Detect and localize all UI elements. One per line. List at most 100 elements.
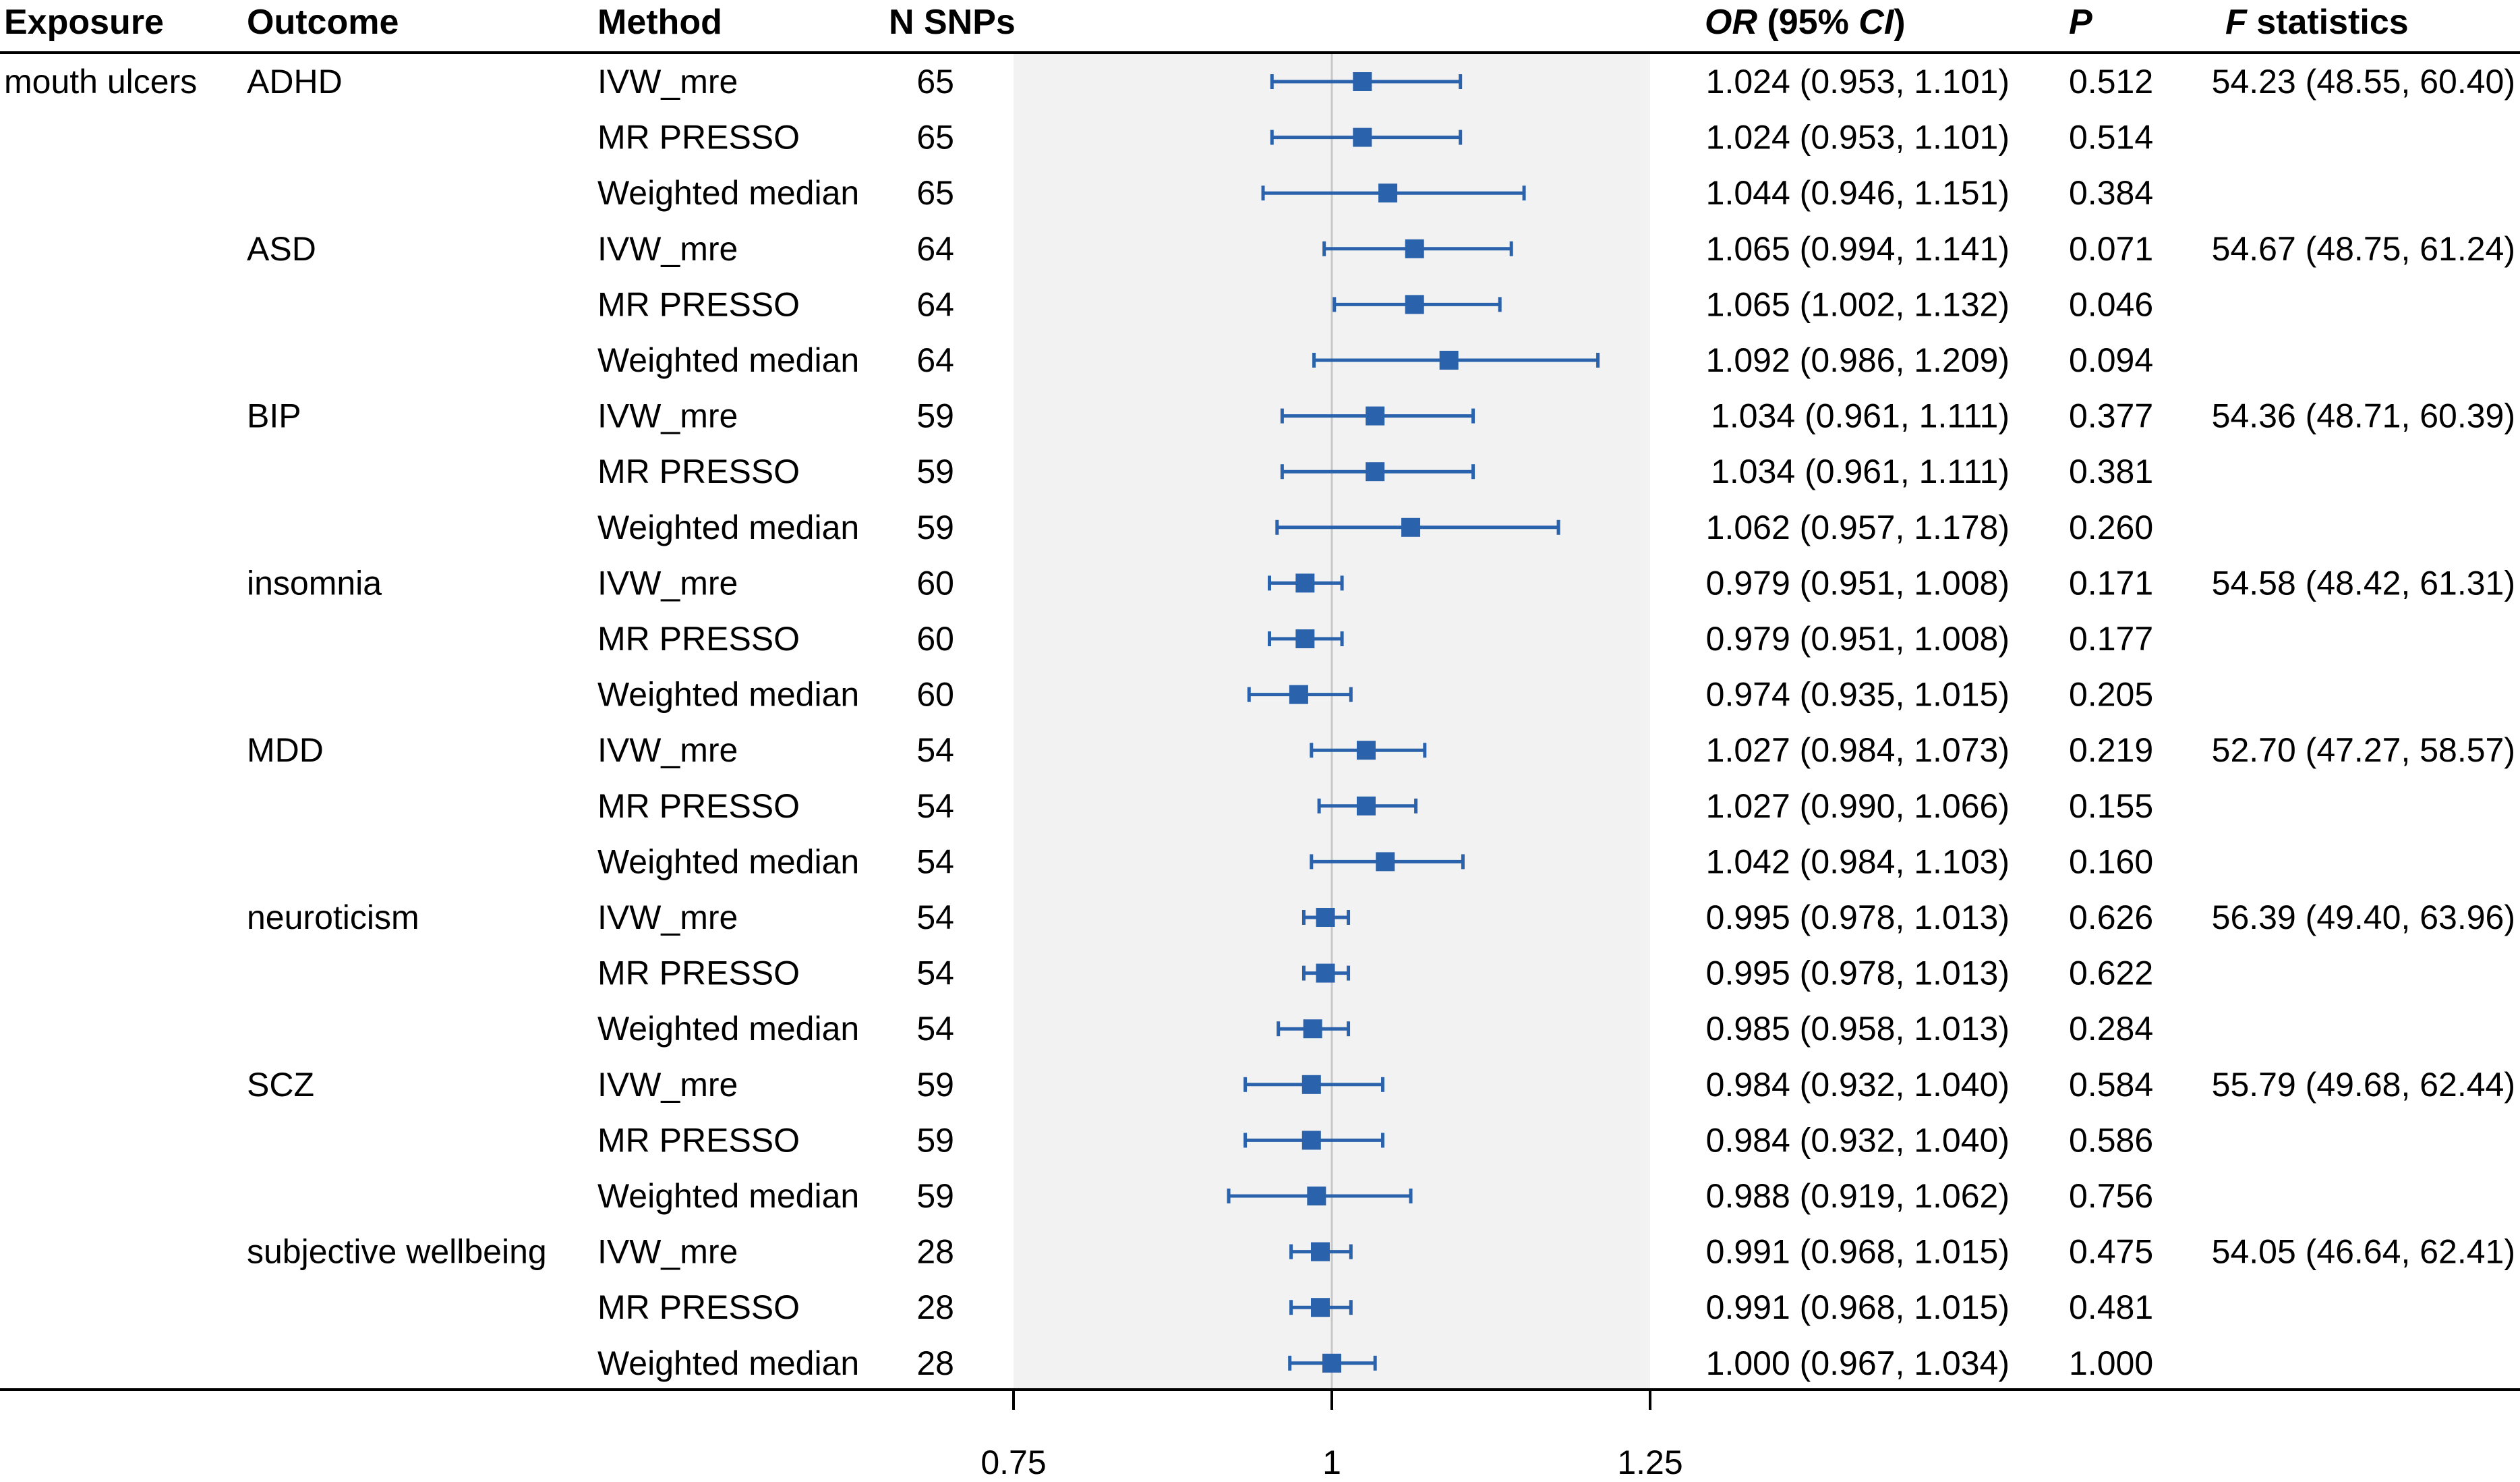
or-ci-value: 1.000 (0.967, 1.034) bbox=[1706, 1344, 2010, 1382]
nsnps-value: 54 bbox=[916, 899, 954, 936]
method-label: MR PRESSO bbox=[597, 453, 800, 490]
outcome-label: ASD bbox=[247, 230, 316, 268]
point-estimate bbox=[1295, 573, 1315, 593]
method-label: Weighted median bbox=[597, 509, 859, 546]
table-row: MR PRESSO 59 0.984 (0.932, 1.040) 0.586 bbox=[597, 1121, 2153, 1159]
header-or-ci: OR (95% CI) bbox=[1705, 3, 1906, 42]
method-label: Weighted median bbox=[597, 1177, 859, 1215]
f-statistic-value: 54.36 (48.71, 60.39) bbox=[2212, 397, 2515, 435]
point-estimate bbox=[1378, 183, 1398, 203]
or-ci-value: 0.979 (0.951, 1.008) bbox=[1706, 564, 2010, 602]
header-or-italic: OR bbox=[1705, 3, 1757, 42]
nsnps-value: 28 bbox=[916, 1233, 954, 1271]
point-estimate bbox=[1405, 239, 1424, 258]
method-label: IVW_mre bbox=[597, 63, 738, 101]
point-estimate bbox=[1322, 1353, 1341, 1373]
nsnps-value: 54 bbox=[916, 954, 954, 992]
header-method: Method bbox=[597, 3, 722, 42]
f-statistic-value: 54.23 (48.55, 60.40) bbox=[2212, 63, 2515, 101]
or-ci-value: 1.042 (0.984, 1.103) bbox=[1706, 843, 2010, 880]
p-value: 0.155 bbox=[2069, 787, 2153, 825]
header-exposure: Exposure bbox=[4, 3, 164, 42]
header-p: P bbox=[2069, 3, 2092, 42]
table-row: Weighted median 59 1.062 (0.957, 1.178) 0.2… bbox=[597, 509, 2153, 546]
point-estimate bbox=[1356, 741, 1376, 760]
point-estimate bbox=[1301, 1131, 1321, 1150]
f-statistic-value: 55.79 (49.68, 62.44) bbox=[2212, 1066, 2515, 1104]
x-tick-label: 0.75 bbox=[980, 1444, 1046, 1481]
or-ci-value: 0.984 (0.932, 1.040) bbox=[1706, 1121, 2010, 1159]
p-value: 1.000 bbox=[2069, 1344, 2153, 1382]
or-ci-value: 1.065 (0.994, 1.141) bbox=[1706, 230, 2010, 268]
or-ci-value: 1.024 (0.953, 1.101) bbox=[1706, 63, 2010, 101]
table-row: BIP IVW_mre 59 1.034 (0.961, 1.111) 0.377 54.… bbox=[247, 397, 2515, 435]
or-ci-value: 0.984 (0.932, 1.040) bbox=[1706, 1066, 2010, 1104]
exposure-label: mouth ulcers bbox=[4, 63, 197, 101]
p-value: 0.514 bbox=[2069, 119, 2153, 156]
rows-layer: ADHD IVW_mre 65 1.024 (0.953, 1.101) 0.512 54… bbox=[247, 63, 2515, 1382]
table-row: MR PRESSO 59 1.034 (0.961, 1.111) 0.381 bbox=[597, 453, 2153, 490]
p-value: 0.622 bbox=[2069, 954, 2153, 992]
nsnps-value: 64 bbox=[916, 285, 954, 323]
point-estimate bbox=[1401, 517, 1421, 537]
x-tick-label: 1.25 bbox=[1617, 1444, 1682, 1481]
method-label: IVW_mre bbox=[597, 230, 738, 268]
outcome-label: BIP bbox=[247, 397, 301, 435]
method-label: MR PRESSO bbox=[597, 787, 800, 825]
table-row: Weighted median 65 1.044 (0.946, 1.151) 0.3… bbox=[597, 174, 2153, 212]
p-value: 0.475 bbox=[2069, 1233, 2153, 1271]
method-label: Weighted median bbox=[597, 676, 859, 714]
nsnps-value: 64 bbox=[916, 230, 954, 268]
or-ci-value: 1.092 (0.986, 1.209) bbox=[1706, 341, 2010, 379]
method-label: IVW_mre bbox=[597, 564, 738, 602]
nsnps-value: 28 bbox=[916, 1288, 954, 1326]
or-ci-value: 1.027 (0.990, 1.066) bbox=[1706, 787, 2010, 825]
nsnps-value: 64 bbox=[916, 341, 954, 379]
outcome-label: MDD bbox=[247, 731, 324, 769]
method-label: MR PRESSO bbox=[597, 954, 800, 992]
nsnps-value: 60 bbox=[916, 564, 954, 602]
or-ci-value: 0.979 (0.951, 1.008) bbox=[1706, 620, 2010, 658]
table-row: MR PRESSO 64 1.065 (1.002, 1.132) 0.046 bbox=[597, 285, 2153, 323]
point-estimate bbox=[1366, 406, 1385, 426]
p-value: 0.626 bbox=[2069, 899, 2153, 936]
p-value: 0.512 bbox=[2069, 63, 2153, 101]
table-row: MR PRESSO 65 1.024 (0.953, 1.101) 0.514 bbox=[597, 119, 2153, 156]
table-row: Weighted median 59 0.988 (0.919, 1.062) 0.7… bbox=[597, 1177, 2153, 1215]
p-value: 0.284 bbox=[2069, 1010, 2153, 1048]
p-value: 0.205 bbox=[2069, 676, 2153, 714]
point-estimate bbox=[1366, 462, 1385, 482]
x-axis: 0.75 1 1.25 bbox=[980, 1390, 1683, 1481]
point-estimate bbox=[1316, 963, 1335, 983]
header-outcome: Outcome bbox=[247, 3, 399, 42]
point-estimate bbox=[1311, 1242, 1330, 1261]
nsnps-value: 65 bbox=[916, 63, 954, 101]
nsnps-value: 54 bbox=[916, 731, 954, 769]
nsnps-value: 59 bbox=[916, 1066, 954, 1104]
method-label: MR PRESSO bbox=[597, 620, 800, 658]
nsnps-value: 59 bbox=[916, 509, 954, 546]
method-label: MR PRESSO bbox=[597, 119, 800, 156]
method-label: Weighted median bbox=[597, 174, 859, 212]
table-row: Weighted median 54 0.985 (0.958, 1.013) 0.2… bbox=[597, 1010, 2153, 1048]
method-label: Weighted median bbox=[597, 341, 859, 379]
p-value: 0.586 bbox=[2069, 1121, 2153, 1159]
header-nsnps: N SNPs bbox=[889, 3, 1016, 42]
nsnps-value: 65 bbox=[916, 119, 954, 156]
outcome-label: subjective wellbeing bbox=[247, 1233, 547, 1271]
or-ci-value: 1.062 (0.957, 1.178) bbox=[1706, 509, 2010, 546]
outcome-label: insomnia bbox=[247, 564, 382, 602]
point-estimate bbox=[1356, 796, 1376, 816]
point-estimate bbox=[1405, 295, 1424, 314]
nsnps-value: 59 bbox=[916, 1121, 954, 1159]
header-or-mid: (95% bbox=[1757, 3, 1858, 42]
table-row: MR PRESSO 54 1.027 (0.990, 1.066) 0.155 bbox=[597, 787, 2153, 825]
table-row: ASD IVW_mre 64 1.065 (0.994, 1.141) 0.071 54.… bbox=[247, 230, 2515, 268]
method-label: MR PRESSO bbox=[597, 285, 800, 323]
or-ci-value: 0.974 (0.935, 1.015) bbox=[1706, 676, 2010, 714]
p-value: 0.481 bbox=[2069, 1288, 2153, 1326]
nsnps-value: 54 bbox=[916, 787, 954, 825]
point-estimate bbox=[1376, 852, 1395, 872]
point-estimate bbox=[1353, 127, 1372, 147]
or-ci-value: 0.991 (0.968, 1.015) bbox=[1706, 1288, 2010, 1326]
